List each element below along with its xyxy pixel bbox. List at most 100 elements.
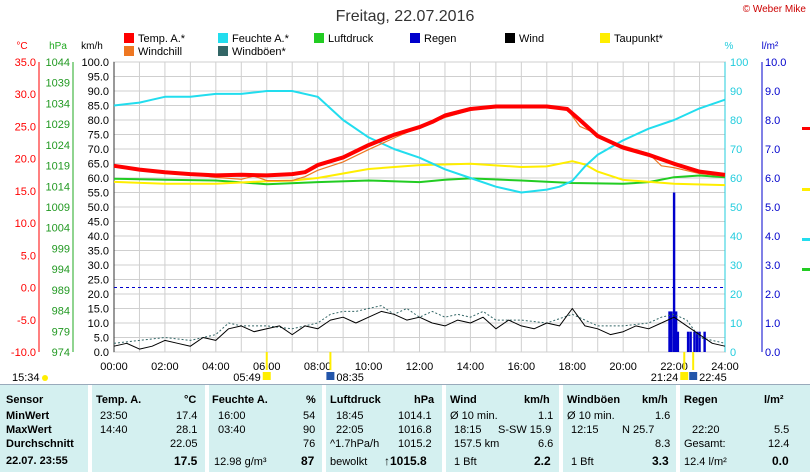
legend-label: Temp. A.* (138, 33, 186, 45)
wind-dir-val: 6.6 (538, 438, 554, 450)
pressure-current: ↑1015.8 (384, 454, 427, 468)
pressure-trend: ^1.7hPa/h (330, 438, 380, 450)
humidity-tick-label: 30 (730, 260, 742, 272)
pressure-tick-label: 1034 (46, 98, 70, 110)
series-line-tempa (113, 104, 726, 178)
wind-tick-label: 55.0 (88, 188, 109, 200)
header-gust-unit: km/h (642, 394, 668, 406)
wind-tick-label: 85.0 (88, 101, 109, 113)
wind-unit-label: km/h (81, 41, 103, 52)
gust-max-dir: N 25.7 (622, 424, 655, 436)
temp-tick-label: -10.0 (11, 347, 36, 359)
pressure-tick-label: 994 (52, 264, 70, 276)
pressure-tick-label: 1024 (46, 140, 70, 152)
humidity-tick-label: 20 (730, 289, 742, 301)
x-tick-label: 20:00 (609, 361, 637, 373)
legend-swatch (124, 33, 134, 43)
rain-tick-label: 0.0 (765, 347, 780, 359)
gust-max-time: 12:15 (571, 424, 599, 436)
wind-tick-label: 70.0 (88, 144, 109, 156)
temp-max: 28.1 (176, 424, 198, 436)
right-edge-marks (802, 127, 810, 271)
header-temp: Temp. A. (96, 394, 142, 406)
chart-legend: Temp. A.* Feuchte A.* Luftdruck Regen Wind Ta… (124, 33, 664, 58)
wind-tick-label: 20.0 (88, 289, 109, 301)
wind-max-time: 18:15 (454, 424, 482, 436)
pressure-min-time: 18:45 (336, 410, 364, 422)
brand-label: © Weber Mike (743, 4, 807, 15)
x-tick-label: 08:00 (304, 361, 332, 373)
humidity-min-time: 16:00 (218, 410, 246, 422)
gust-bft: 1 Bft (571, 456, 594, 468)
x-tick-label: 10:00 (355, 361, 383, 373)
wind-dir: 157.5 km (454, 438, 500, 450)
humidity-tick-label: 100 (730, 57, 748, 69)
header-rain: Regen (684, 394, 718, 406)
rain-tick-label: 10.0 (765, 57, 786, 69)
wind-tick-label: 45.0 (88, 217, 109, 229)
pressure-status: bewolkt (330, 456, 368, 468)
time-marker-icon (262, 372, 271, 380)
time-markers: 15:34 05:49 08:35 21:24 22:45 (12, 352, 727, 384)
temp-tick-label: 10.0 (15, 218, 36, 230)
sun-marker-icon (42, 375, 48, 381)
wind-tick-label: 10.0 (88, 318, 109, 330)
time-marker-icon (326, 372, 335, 380)
temp-tick-label: 5.0 (21, 250, 36, 262)
legend-label: Luftdruck (328, 33, 374, 45)
row-label-max: MaxWert (6, 424, 52, 436)
humidity-avg: 76 (303, 438, 316, 450)
time-marker-label: 05:49 (233, 372, 261, 384)
humidity-unit-label: % (725, 41, 734, 52)
temp-tick-label: 35.0 (15, 57, 36, 69)
rain-val: 5.5 (774, 424, 790, 436)
legend-swatch (600, 33, 610, 43)
legend-swatch (505, 33, 515, 43)
humidity-tick-label: 80 (730, 115, 742, 127)
wind-tick-label: 40.0 (88, 231, 109, 243)
pressure-tick-label: 1014 (46, 181, 70, 193)
pressure-tick-label: 999 (52, 243, 70, 255)
x-tick-label: 00:00 (100, 361, 128, 373)
wind-max-dir: S-SW 15.9 (498, 424, 552, 436)
pressure-tick-label: 1039 (46, 78, 70, 90)
pressure-tick-label: 1044 (46, 57, 70, 69)
rain-bar (695, 331, 699, 352)
temp-min-time: 23:50 (100, 410, 128, 422)
chart-series (113, 90, 726, 352)
rain-bar (698, 331, 701, 352)
wind-tick-label: 5.0 (94, 333, 109, 345)
rain-bar (703, 331, 706, 352)
row-label-avg: Durchschnitt (6, 438, 74, 450)
edge-indicator (802, 188, 810, 191)
wind-tick-label: 60.0 (88, 173, 109, 185)
series-line-windben (113, 305, 726, 344)
pressure-tick-label: 974 (52, 347, 70, 359)
edge-indicator (802, 127, 810, 130)
series-line-taupunkt (113, 160, 726, 187)
legend-label: Feuchte A.* (232, 33, 290, 45)
legend-swatch (124, 46, 134, 56)
header-temp-unit: °C (184, 394, 197, 406)
wind-avg10: 1.1 (538, 410, 554, 422)
x-tick-label: 18:00 (558, 361, 586, 373)
rain-bar (676, 331, 680, 352)
header-sensor: Sensor (6, 394, 44, 406)
rain-tick-label: 8.0 (765, 115, 780, 127)
header-humidity-unit: % (306, 394, 316, 406)
rain-bar (689, 331, 692, 352)
header-rain-unit: l/m² (764, 394, 784, 406)
pressure-tick-label: 984 (52, 306, 70, 318)
rain-bar (686, 331, 690, 352)
legend-swatch (314, 33, 324, 43)
edge-indicator (802, 268, 810, 271)
gust-avg: 8.3 (655, 438, 671, 450)
pressure-avg: 1015.2 (398, 438, 432, 450)
wind-current: 2.2 (534, 454, 551, 468)
rain-bar (670, 311, 673, 352)
time-marker-icon (680, 372, 689, 380)
temp-tick-label: 15.0 (15, 186, 36, 198)
rain-time: 22:20 (692, 424, 720, 436)
pressure-max-time: 22:05 (336, 424, 364, 436)
temp-tick-label: -5.0 (17, 315, 36, 327)
